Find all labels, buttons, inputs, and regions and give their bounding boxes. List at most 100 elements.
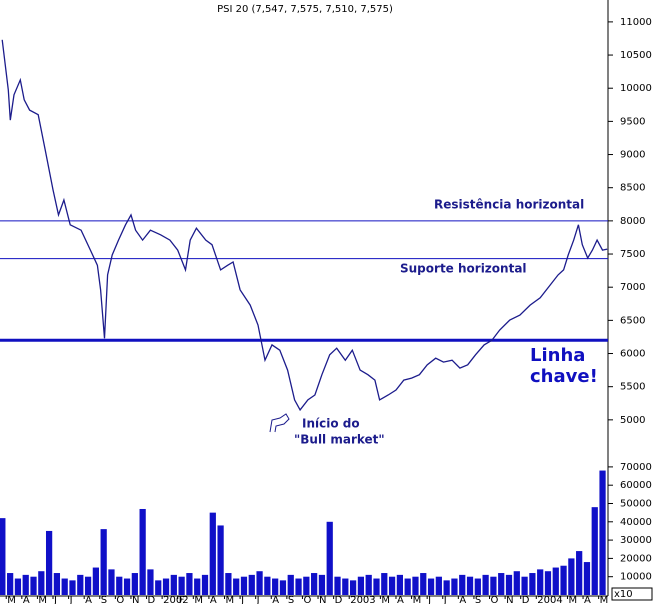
volume-bar [474, 578, 481, 595]
volume-bar [591, 507, 598, 595]
x-tick-label: 2004 [537, 595, 562, 604]
y-tick-label: 30000 [620, 535, 652, 546]
volume-bar [287, 574, 294, 595]
volume-bar [599, 470, 606, 595]
y-tick-label: 70000 [620, 462, 652, 473]
volume-bar [45, 530, 53, 595]
volume-bar [256, 571, 263, 595]
y-tick-label: 5500 [620, 382, 645, 393]
volume-bar [490, 576, 497, 595]
volume-bar [248, 574, 255, 595]
volume-bar [264, 576, 271, 595]
volume-bar [311, 573, 318, 595]
volume-bar [100, 529, 107, 595]
x-tick-label: F [179, 595, 185, 604]
volume-bar [209, 512, 216, 595]
x-tick-label: O [491, 595, 499, 604]
volume-bar [108, 569, 115, 595]
unit-box [611, 587, 653, 601]
x-tick-label: M [381, 595, 390, 604]
y-tick-label: 20000 [620, 553, 652, 564]
x-tick-label: N [506, 595, 513, 604]
volume-bar [412, 576, 419, 595]
volume-bar [420, 573, 427, 595]
volume-bar [53, 573, 61, 595]
x-tick-label: J [443, 595, 447, 604]
volume-bar [404, 578, 411, 595]
x-tick-label: A [397, 595, 404, 604]
volume-unit: x10 [614, 589, 633, 600]
x-tick-label: A [459, 595, 466, 604]
x-tick-label: N [132, 595, 139, 604]
volume-bar [529, 573, 536, 595]
volume-bar [147, 569, 154, 595]
volume-bar [537, 569, 544, 595]
volume-bar [116, 576, 123, 595]
volume-bar [349, 580, 357, 595]
volume-bar [84, 576, 92, 595]
volume-bar [14, 578, 22, 595]
volume-bar [77, 574, 84, 595]
volume-bar [92, 567, 99, 595]
chart-title: PSI 20 (7,547, 7,575, 7,510, 7,575) [217, 4, 393, 15]
volume-bar [583, 562, 591, 595]
y-tick-label: 7500 [620, 249, 645, 260]
y-tick-label: 8500 [620, 183, 645, 194]
annotation: "Bull market" [294, 433, 385, 447]
volume-bar [552, 567, 559, 595]
volume-bar [186, 573, 193, 595]
volume-bar [201, 574, 209, 595]
volume-bar [505, 574, 513, 595]
annotation: Linha [530, 345, 585, 366]
y-tick-label: 7000 [620, 282, 645, 293]
volume-bar [459, 574, 466, 595]
volume-bar [365, 574, 372, 595]
x-tick-label: D [335, 595, 343, 604]
volume-bar [443, 580, 450, 595]
y-tick-label: 9000 [620, 150, 645, 161]
x-tick-label: N [319, 595, 326, 604]
x-tick-label: O [116, 595, 124, 604]
volume-bar [155, 580, 162, 595]
volume-bar [162, 578, 170, 595]
volume-bar [396, 574, 403, 595]
y-tick-label: 10000 [620, 83, 652, 94]
volume-bar [131, 573, 138, 595]
volume-bar [69, 580, 76, 595]
y-tick-label: 10500 [620, 50, 652, 61]
volume-bar [38, 571, 45, 595]
y-tick-label: 60000 [620, 480, 652, 491]
volume-bar [521, 576, 528, 595]
volume-bar [178, 576, 185, 595]
y-tick-label: 40000 [620, 517, 652, 528]
bull-icon [269, 413, 290, 433]
x-tick-label: D [148, 595, 156, 604]
y-tick-label: 50000 [620, 498, 652, 509]
volume-bar [0, 518, 6, 595]
volume-bar [544, 571, 552, 595]
volume-bar [482, 574, 489, 595]
volume-bar [303, 576, 310, 595]
x-tick-label: D [522, 595, 530, 604]
y-tick-label: 8000 [620, 216, 645, 227]
volume-bar [498, 573, 505, 595]
x-tick-label: J [427, 595, 431, 604]
x-tick-label: M [38, 595, 47, 604]
volume-bar [22, 574, 29, 595]
volume-bar [217, 525, 224, 595]
x-tick-label: A [272, 595, 279, 604]
volume-bar [342, 578, 349, 595]
volume-bar [427, 578, 435, 595]
x-tick-label: M [7, 595, 16, 604]
volume-bar [576, 551, 583, 595]
y-tick-label: 11000 [620, 17, 652, 28]
x-tick-label: J [53, 595, 57, 604]
annotation: Início do [302, 417, 360, 431]
volume-bar [7, 573, 14, 595]
volume-bar [568, 558, 575, 595]
x-tick-label: A [23, 595, 30, 604]
volume-bar [170, 574, 177, 595]
x-tick-label: M [568, 595, 577, 604]
